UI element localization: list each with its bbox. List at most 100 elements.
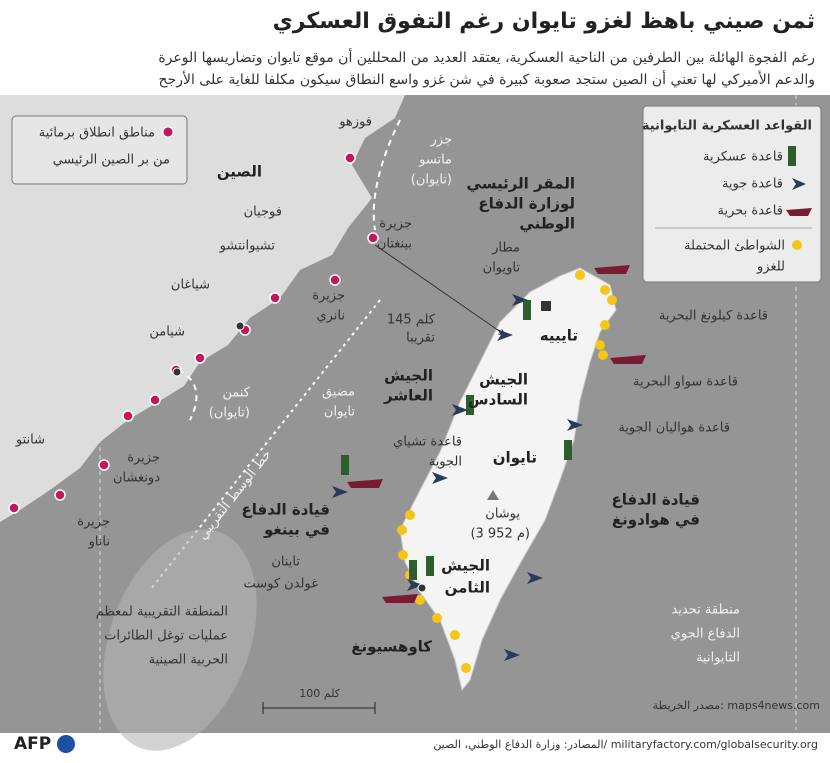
- label: الحربية الصينية: [149, 653, 228, 668]
- label: مطار: [491, 241, 520, 256]
- beach-dot: [575, 270, 585, 280]
- label: كنمن: [222, 386, 250, 401]
- label: جزيرة: [312, 289, 345, 304]
- legend-dot: [792, 240, 802, 250]
- label: العاشر: [383, 387, 433, 405]
- launch-dot: [269, 292, 281, 304]
- label: دونغشان: [113, 471, 160, 486]
- subtitle: رغم الفجوة الهائلة بين الطرفين من الناحي…: [158, 48, 815, 66]
- army-icon: [788, 146, 796, 166]
- label: قيادة الدفاع: [242, 501, 331, 519]
- naval-base: [610, 355, 646, 364]
- label: تاويوان: [483, 261, 521, 276]
- beach-dot: [600, 320, 610, 330]
- legend-text: قاعدة جوية: [722, 177, 783, 192]
- legend-text: قاعدة بحرية: [718, 204, 783, 219]
- label: في بينغو: [263, 521, 330, 539]
- label: جزيرة: [127, 451, 160, 466]
- matsu-boundary: [372, 119, 401, 231]
- air-base: [497, 329, 513, 341]
- air-icon: [792, 178, 806, 190]
- launch-dot: [122, 410, 134, 422]
- label: فوجيان: [244, 205, 282, 220]
- label: الصين: [217, 163, 262, 181]
- label: تايوان: [493, 449, 537, 467]
- legend-text: مناطق انطلاق برمائية: [39, 126, 155, 141]
- label: الجيش: [479, 371, 528, 389]
- army-base: [564, 440, 572, 460]
- markers: [8, 152, 646, 673]
- launch-dot: [8, 502, 20, 514]
- label: غولدن كوست: [243, 577, 318, 592]
- label: شانتو: [15, 433, 45, 448]
- label: الدفاع الجوي: [671, 627, 740, 642]
- army-base: [426, 556, 434, 576]
- legend-box: [642, 105, 822, 283]
- air-base: [567, 419, 583, 431]
- label: قاعدة سواو البحرية: [633, 375, 738, 390]
- army-base: [341, 455, 349, 475]
- label: فوزهو: [338, 115, 372, 130]
- launch-dot: [54, 489, 66, 501]
- map-source: مصدر الخريطة: maps4news.com: [653, 699, 820, 712]
- subtitle: والدعم الأميركي لها تعني أن الصين ستجد ص…: [159, 70, 815, 88]
- label: (تايوان): [209, 406, 250, 421]
- launch-dot: [98, 459, 110, 471]
- logo-dot: [57, 735, 75, 753]
- label: كاوهسيونغ: [351, 638, 432, 656]
- beach-dot: [415, 595, 425, 605]
- sources: المصادر: وزارة الدفاع الوطني، الصين/ mil…: [433, 738, 818, 751]
- launch-dot: [367, 232, 379, 244]
- label: التايوانية: [696, 651, 740, 666]
- hq-marker: [541, 301, 551, 311]
- legend-text: للغزو: [756, 260, 785, 275]
- air-base: [504, 649, 520, 661]
- label: المقر الرئيسي: [467, 175, 575, 193]
- label: منطقة تحديد: [671, 603, 740, 618]
- beach-dot: [432, 613, 442, 623]
- legend-text: من بر الصين الرئيسي: [53, 153, 170, 168]
- label: قاعدة كيلونغ البحرية: [659, 309, 768, 324]
- air-base: [527, 572, 543, 584]
- label: شياغان: [171, 278, 210, 293]
- beach-dot: [461, 663, 471, 673]
- air-base: [452, 404, 468, 416]
- label: الجيش: [441, 557, 490, 575]
- launch-dot: [149, 394, 161, 406]
- label: شيامن: [149, 325, 185, 340]
- label: مضيق: [322, 385, 355, 400]
- beach-dot: [595, 340, 605, 350]
- title: ثمن صيني باهظ لغزو تايوان رغم التفوق الع…: [273, 9, 815, 34]
- label: ماتسو: [418, 153, 452, 168]
- launch-dot: [344, 152, 356, 164]
- navy-icon: [786, 208, 812, 216]
- label: ناناو: [88, 535, 110, 550]
- legend-box: [11, 115, 188, 185]
- label: الجوية: [429, 455, 462, 470]
- label: في هوادونغ: [612, 511, 700, 529]
- label: قيادة الدفاع: [612, 491, 701, 509]
- incursion-zone: [103, 529, 257, 751]
- china-land: [0, 95, 405, 522]
- label: تشيوانتشو: [219, 239, 276, 254]
- naval-base: [382, 594, 418, 603]
- label: نانري: [316, 309, 345, 324]
- label: يوشان: [485, 507, 520, 522]
- label: قاعدة تشياي: [393, 435, 462, 450]
- label: جزيرة: [379, 217, 412, 232]
- legend-title: القواعد العسكرية التايوانية: [642, 119, 812, 134]
- army-base: [409, 560, 417, 580]
- city-dot: [235, 321, 245, 331]
- beach-dot: [405, 510, 415, 520]
- label: الثامن: [445, 579, 490, 597]
- city-dot: [172, 367, 182, 377]
- air-base: [407, 579, 423, 591]
- label: قاعدة هواليان الجوية: [618, 421, 730, 436]
- air-base: [432, 472, 448, 484]
- label: جزر: [430, 133, 453, 148]
- beach-dot: [598, 350, 608, 360]
- label: جزيرة: [77, 515, 110, 530]
- air-base: [512, 294, 528, 306]
- naval-base: [347, 479, 383, 488]
- label: بينغتان: [377, 237, 412, 252]
